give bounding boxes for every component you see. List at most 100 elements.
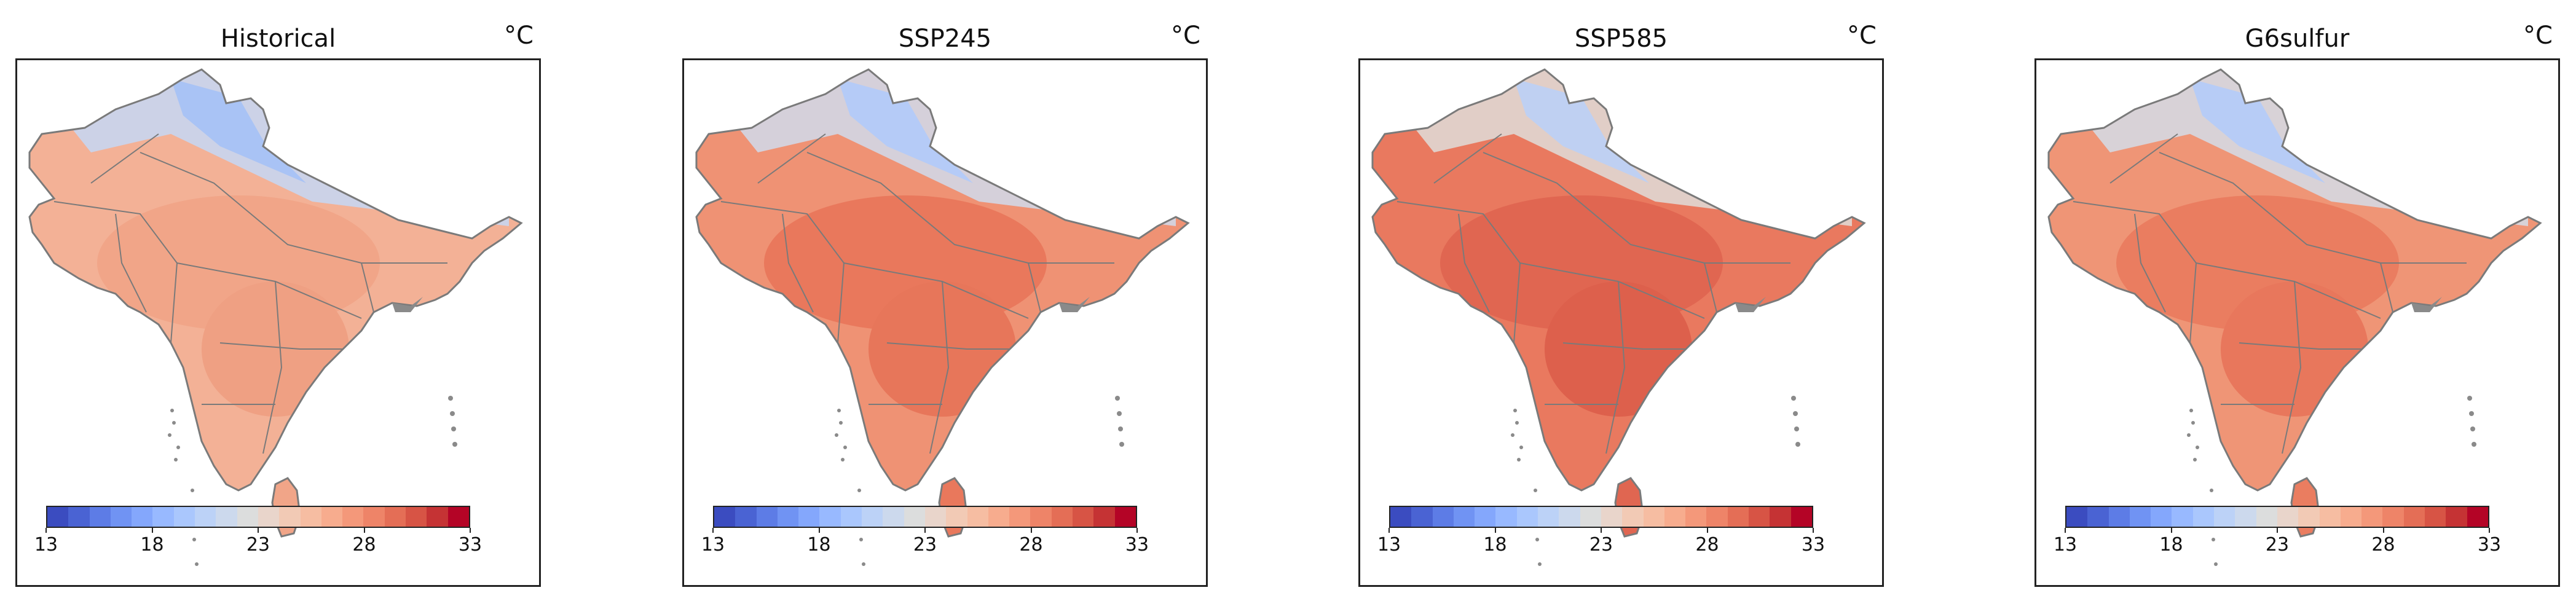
island-dot xyxy=(168,433,171,437)
colorbar-tick-mark xyxy=(1494,528,1496,533)
colorbar-tick-label: 18 xyxy=(2159,534,2183,556)
admin-border xyxy=(2380,262,2393,313)
admin-border xyxy=(720,201,845,344)
south-asia-map xyxy=(2047,68,2542,566)
admin-border xyxy=(90,133,159,184)
colorbar-segment xyxy=(1538,507,1559,527)
colorbar xyxy=(713,506,1137,528)
colorbar-segment xyxy=(2382,507,2404,527)
admin-border xyxy=(219,342,343,350)
colorbar-segment xyxy=(1727,507,1749,527)
colorbar-segment xyxy=(1749,507,1770,527)
colorbar-segment xyxy=(1643,507,1664,527)
island-dot xyxy=(2470,426,2475,431)
admin-border xyxy=(115,213,147,313)
unit-label: °C xyxy=(1847,22,1877,50)
colorbar-tick-label: 18 xyxy=(1483,534,1507,556)
colorbar-tick-mark xyxy=(1388,528,1390,533)
colorbar-segment xyxy=(2235,507,2256,527)
island-dot xyxy=(862,562,865,566)
map-frame xyxy=(2034,58,2560,587)
admin-border xyxy=(757,133,826,184)
colorbar-tick-mark xyxy=(712,528,714,533)
admin-border xyxy=(1562,342,1686,350)
colorbar-tick-label: 33 xyxy=(1801,534,1826,556)
island-dot xyxy=(1117,411,1122,416)
admin-border xyxy=(782,213,814,313)
colorbar-segment xyxy=(988,507,1010,527)
admin-border xyxy=(1458,213,1490,313)
colorbar-tick-mark xyxy=(2170,528,2172,533)
admin-border xyxy=(2282,281,2302,454)
island-dot xyxy=(2210,489,2213,492)
admin-border xyxy=(1704,262,1717,313)
colorbar-segment xyxy=(447,507,469,527)
admin-border xyxy=(140,152,447,264)
island-dot xyxy=(1513,409,1517,412)
admin-border xyxy=(1433,133,1502,184)
himalaya-cold-region xyxy=(838,79,973,183)
colorbar-tick-label: 23 xyxy=(913,534,937,556)
colorbar-segment xyxy=(2214,507,2235,527)
colorbar-segment xyxy=(2446,507,2467,527)
island-dot xyxy=(843,446,847,449)
colorbar-tick-mark xyxy=(151,528,153,533)
colorbar-segment xyxy=(2129,507,2151,527)
colorbar-segment xyxy=(1790,507,1812,527)
colorbar-tick-label: 33 xyxy=(2477,534,2502,556)
island-dot xyxy=(835,433,838,437)
colorbar-segment xyxy=(173,507,195,527)
colorbar-segment xyxy=(321,507,343,527)
colorbar-segment xyxy=(777,507,799,527)
colorbar-segment xyxy=(1114,507,1136,527)
colorbar-segment xyxy=(798,507,820,527)
island-dot xyxy=(176,446,180,449)
admin-border xyxy=(806,152,1114,264)
colorbar-tick-label: 23 xyxy=(1589,534,1613,556)
colorbar-segment xyxy=(967,507,988,527)
island-dot xyxy=(2191,421,2195,425)
colorbar-segment xyxy=(1390,507,1412,527)
colorbar-segment xyxy=(1453,507,1475,527)
south-asia-map xyxy=(695,68,1190,566)
island-dot xyxy=(1534,489,1537,492)
island-dot xyxy=(1791,396,1796,401)
colorbar-segment xyxy=(1030,507,1052,527)
island-dot xyxy=(192,538,196,541)
colorbar-segment xyxy=(68,507,90,527)
colorbar-tick-mark xyxy=(470,528,471,533)
island-dot xyxy=(2189,409,2193,412)
colorbar-segment xyxy=(258,507,280,527)
colorbar-tick-mark xyxy=(924,528,926,533)
colorbar-segment xyxy=(89,507,111,527)
colorbar-segment xyxy=(883,507,904,527)
colorbar xyxy=(2065,506,2489,528)
island-dot xyxy=(172,421,176,425)
colorbar-tick-mark xyxy=(2065,528,2066,533)
admin-border xyxy=(1396,201,1521,344)
island-dot xyxy=(1517,458,1521,462)
colorbar xyxy=(1389,506,1813,528)
island-dot xyxy=(2193,458,2197,462)
island-dot xyxy=(448,396,453,401)
colorbar-segment xyxy=(2172,507,2193,527)
bengal-delta xyxy=(392,297,423,312)
admin-border xyxy=(929,281,950,454)
colorbar-segment xyxy=(300,507,321,527)
colorbar-segment xyxy=(2108,507,2130,527)
colorbar-segment xyxy=(1706,507,1728,527)
island-dot xyxy=(2214,562,2218,566)
panel-title: SSP585 xyxy=(1574,25,1668,53)
map-frame xyxy=(682,58,1208,587)
colorbar-segment xyxy=(756,507,778,527)
colorbar-tick-label: 28 xyxy=(1019,534,1043,556)
colorbar-segment xyxy=(735,507,757,527)
island-dot xyxy=(1519,446,1523,449)
bengal-delta xyxy=(2411,297,2442,312)
colorbar-segment xyxy=(342,507,364,527)
colorbar-tick-label: 33 xyxy=(458,534,483,556)
colorbar-segment xyxy=(2403,507,2425,527)
colorbar-segment xyxy=(840,507,862,527)
colorbar-tick-mark xyxy=(2277,528,2278,533)
colorbar-segment xyxy=(2277,507,2299,527)
